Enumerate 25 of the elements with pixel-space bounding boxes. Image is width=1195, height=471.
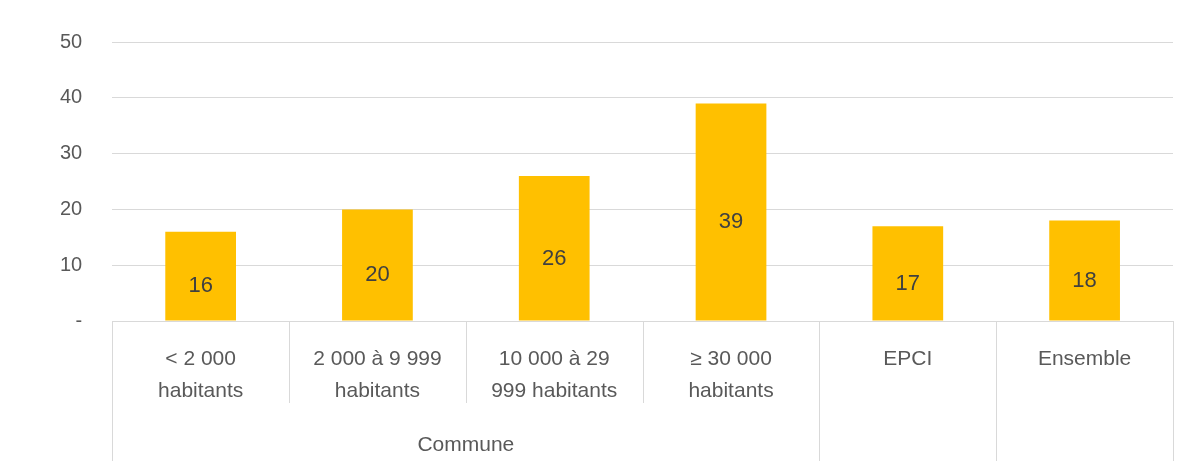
x-tick-label: < 2 000 habitants (158, 345, 244, 401)
x-tick-label: Ensemble (1037, 345, 1132, 369)
data-label: 16 (188, 272, 213, 298)
data-label: 39 (718, 208, 744, 234)
y-tick-label: 30 (60, 141, 83, 164)
data-label: 26 (541, 244, 567, 270)
text: Commune (417, 431, 515, 455)
bar (1049, 220, 1120, 321)
data-label: 20 (365, 261, 390, 287)
data-label: 17 (895, 269, 921, 295)
x-tick-label: 10 000 à 29 999 habitants (491, 345, 618, 401)
y-tick-label: 50 (60, 29, 83, 52)
y-tick-label: 20 (60, 196, 83, 219)
bar (695, 103, 767, 321)
x-tick-label: ≥ 30 000 habitants (688, 345, 774, 401)
y-tick-label: 40 (60, 85, 83, 108)
y-tick-label: 10 (60, 252, 83, 275)
x-tick-label: 2 000 à 9 999 habitants (313, 345, 442, 401)
bar (872, 226, 944, 321)
bar (165, 231, 236, 321)
y-tick-label: - (75, 308, 83, 331)
bar (342, 209, 413, 321)
data-label: 18 (1072, 266, 1097, 292)
x-tick-label: EPCI (883, 345, 933, 369)
bar (518, 175, 590, 321)
